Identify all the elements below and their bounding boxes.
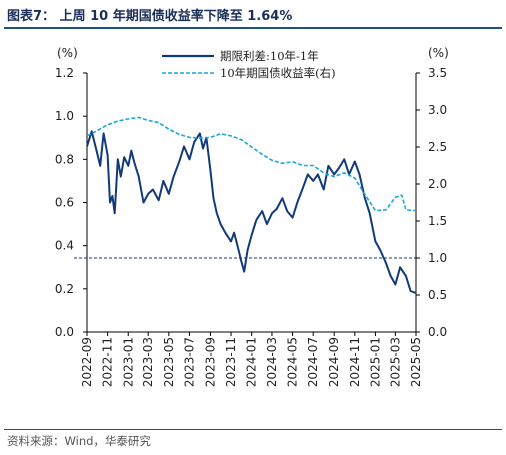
left-axis-unit: (%) bbox=[57, 46, 78, 60]
legend-label: 期限利差:10年-1年 bbox=[220, 49, 319, 63]
right-tick-label: 3.0 bbox=[428, 103, 447, 117]
left-tick-label: 1.0 bbox=[55, 109, 74, 123]
left-tick-label: 0.8 bbox=[55, 152, 74, 166]
source-note: 资料来源：Wind，华泰研究 bbox=[7, 434, 151, 448]
x-tick-label: 2025-05 bbox=[409, 337, 423, 387]
right-tick-label: 1.0 bbox=[428, 251, 447, 265]
left-tick-label: 0.0 bbox=[55, 325, 74, 339]
ten-year-yield-line bbox=[86, 116, 417, 212]
x-tick-label: 2024-09 bbox=[327, 337, 341, 387]
left-tick-label: 0.2 bbox=[55, 282, 74, 296]
left-tick-label: 0.4 bbox=[55, 239, 74, 253]
x-tick-label: 2023-05 bbox=[162, 337, 176, 387]
x-tick-label: 2025-01 bbox=[368, 337, 382, 387]
right-tick-label: 0.0 bbox=[428, 325, 447, 339]
source-divider bbox=[4, 429, 502, 430]
x-tick-label: 2024-05 bbox=[286, 337, 300, 387]
right-tick-label: 2.0 bbox=[428, 177, 447, 191]
x-tick-label: 2023-03 bbox=[141, 337, 155, 387]
x-tick-label: 2023-09 bbox=[203, 337, 217, 387]
legend-label: 10年期国债收益率(右) bbox=[220, 66, 336, 80]
left-tick-label: 0.6 bbox=[55, 196, 74, 210]
chart-title: 图表7： 上周 10 年期国债收益率下降至 1.64% bbox=[7, 9, 293, 24]
x-tick-label: 2024-03 bbox=[265, 337, 279, 387]
right-tick-label: 3.5 bbox=[428, 66, 447, 80]
right-tick-label: 1.5 bbox=[428, 214, 447, 228]
left-tick-label: 1.2 bbox=[55, 66, 74, 80]
right-axis-unit: (%) bbox=[428, 46, 449, 60]
x-tick-label: 2022-11 bbox=[101, 337, 115, 387]
x-tick-label: 2022-09 bbox=[80, 337, 94, 387]
x-tick-label: 2023-07 bbox=[182, 337, 196, 387]
x-tick-label: 2024-11 bbox=[348, 337, 362, 387]
term-spread-line bbox=[86, 130, 417, 295]
x-tick-label: 2024-07 bbox=[306, 337, 320, 387]
x-tick-label: 2024-01 bbox=[245, 337, 259, 387]
x-tick-label: 2023-01 bbox=[121, 337, 135, 387]
x-tick-label: 2023-11 bbox=[224, 337, 238, 387]
x-tick-label: 2025-03 bbox=[388, 337, 402, 387]
right-tick-label: 0.5 bbox=[428, 288, 447, 302]
right-tick-label: 2.5 bbox=[428, 140, 447, 154]
title-divider bbox=[4, 27, 502, 29]
